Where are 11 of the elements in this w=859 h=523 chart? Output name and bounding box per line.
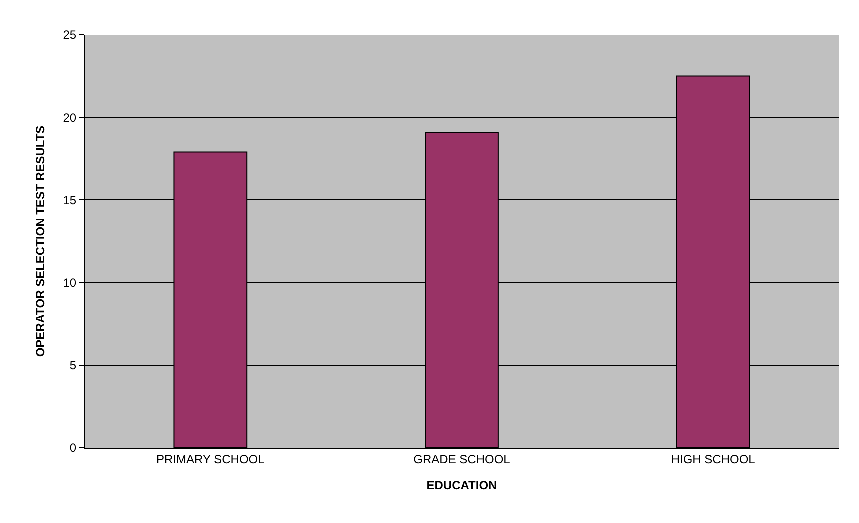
- y-tick-label: 10: [63, 276, 77, 290]
- y-axis-title: OPERATOR SELECTION TEST RESULTS: [34, 126, 48, 358]
- x-tick-label: PRIMARY SCHOOL: [156, 452, 266, 466]
- y-tick-label: 25: [63, 28, 77, 42]
- y-tick-label: 5: [70, 358, 77, 373]
- y-tick-label: 20: [63, 110, 77, 125]
- y-tick-label: 15: [63, 193, 77, 208]
- x-tick-label: HIGH SCHOOL: [671, 452, 756, 466]
- x-axis-title: EDUCATION: [426, 478, 498, 492]
- y-tick-label: 0: [70, 441, 77, 456]
- x-tick-label: GRADE SCHOOL: [414, 452, 511, 466]
